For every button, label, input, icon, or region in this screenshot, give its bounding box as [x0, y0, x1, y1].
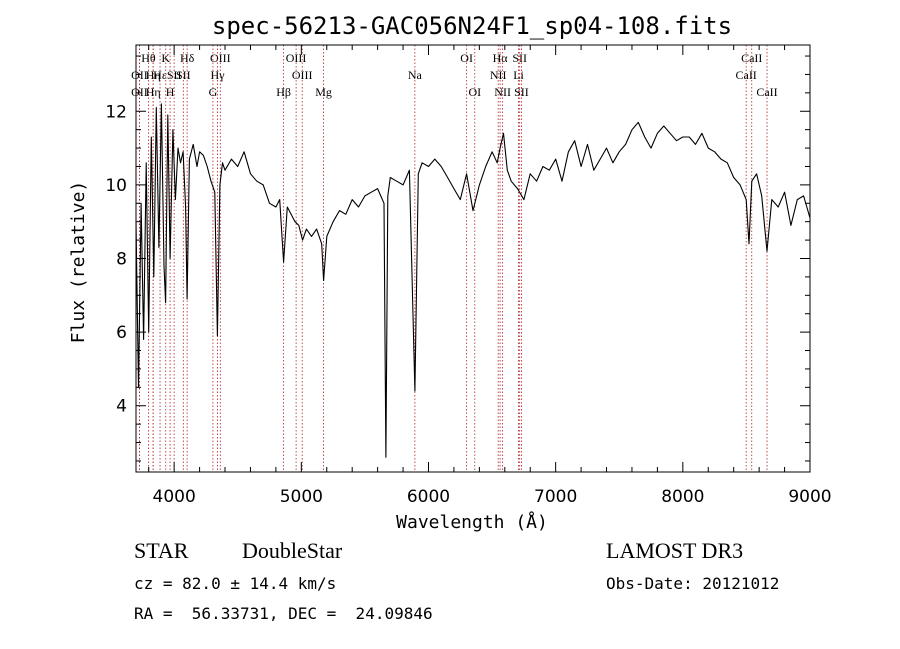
line-marker-label-18: Na	[408, 68, 423, 82]
line-marker-label-27: CaII	[735, 68, 756, 82]
line-marker-label-9: Hδ	[180, 51, 195, 65]
line-marker-label-5: Hε	[153, 68, 167, 82]
line-marker-label-22: NII	[490, 68, 507, 82]
line-marker-label-20: OI	[468, 85, 481, 99]
survey-label: LAMOST DR3	[606, 538, 743, 563]
line-marker-label-16: OIII	[292, 68, 313, 82]
x-tick-label-4000: 4000	[153, 487, 196, 507]
line-marker-label-12: Hγ	[211, 68, 226, 82]
obs-date-label: Obs-Date: 20121012	[606, 574, 779, 593]
y-tick-label-4: 4	[116, 397, 127, 417]
line-marker-label-7: H	[166, 85, 175, 99]
line-marker-label-3: Hη	[146, 68, 161, 82]
subclass-label: DoubleStar	[242, 538, 343, 563]
line-marker-label-8: SII	[167, 68, 182, 82]
line-marker-label-0: Hθ	[141, 51, 156, 65]
line-marker-label-1: OII	[131, 68, 148, 82]
line-marker-label-10: SII	[176, 68, 191, 82]
line-marker-label-15: OIII	[286, 51, 307, 65]
x-tick-label-6000: 6000	[407, 487, 450, 507]
line-marker-label-23: NII	[494, 85, 511, 99]
y-tick-label-12: 12	[105, 102, 127, 122]
line-marker-label-4: Hη	[146, 85, 161, 99]
line-marker-label-24: SII	[512, 51, 527, 65]
class-label: STAR	[134, 538, 189, 563]
line-marker-label-14: Hβ	[276, 85, 291, 99]
line-marker-label-26: SII	[514, 85, 529, 99]
y-tick-label-10: 10	[105, 176, 127, 196]
y-axis-label: Flux (relative)	[68, 181, 89, 344]
line-marker-label-6: K	[161, 51, 170, 65]
line-marker-label-2: OII	[131, 85, 148, 99]
y-tick-label-8: 8	[116, 250, 127, 270]
line-marker-label-17: Mg	[315, 85, 332, 99]
x-axis-ticks: 4000 5000 6000 7000 8000 9000	[148, 45, 832, 507]
plot-frame	[135, 44, 811, 473]
redshift-label: cz = 82.0 ± 14.4 km/s	[134, 574, 336, 593]
y-axis-ticks: 4 6 8 10 12	[105, 55, 810, 462]
spectrum-line	[135, 103, 811, 458]
line-marker-label-25: Li	[513, 68, 524, 82]
line-marker-label-28: CaII	[741, 51, 762, 65]
x-tick-label-9000: 9000	[788, 487, 831, 507]
x-tick-label-7000: 7000	[534, 487, 577, 507]
y-tick-label-6: 6	[116, 323, 127, 343]
spectrum-series	[135, 103, 811, 458]
chart-title: spec-56213-GAC056N24F1_sp04-108.fits	[212, 12, 732, 40]
line-marker-label-19: OI	[460, 51, 473, 65]
line-marker-label-29: CaII	[756, 85, 777, 99]
coordinates-label: RA = 56.33731, DEC = 24.09846	[134, 604, 433, 623]
x-tick-label-8000: 8000	[661, 487, 704, 507]
line-marker-label-21: Hα	[493, 51, 509, 65]
x-tick-label-5000: 5000	[280, 487, 323, 507]
line-marker-label-13: G	[209, 85, 218, 99]
line-marker-label-11: OIII	[210, 51, 231, 65]
x-axis-label: Wavelength (Å)	[396, 511, 548, 533]
